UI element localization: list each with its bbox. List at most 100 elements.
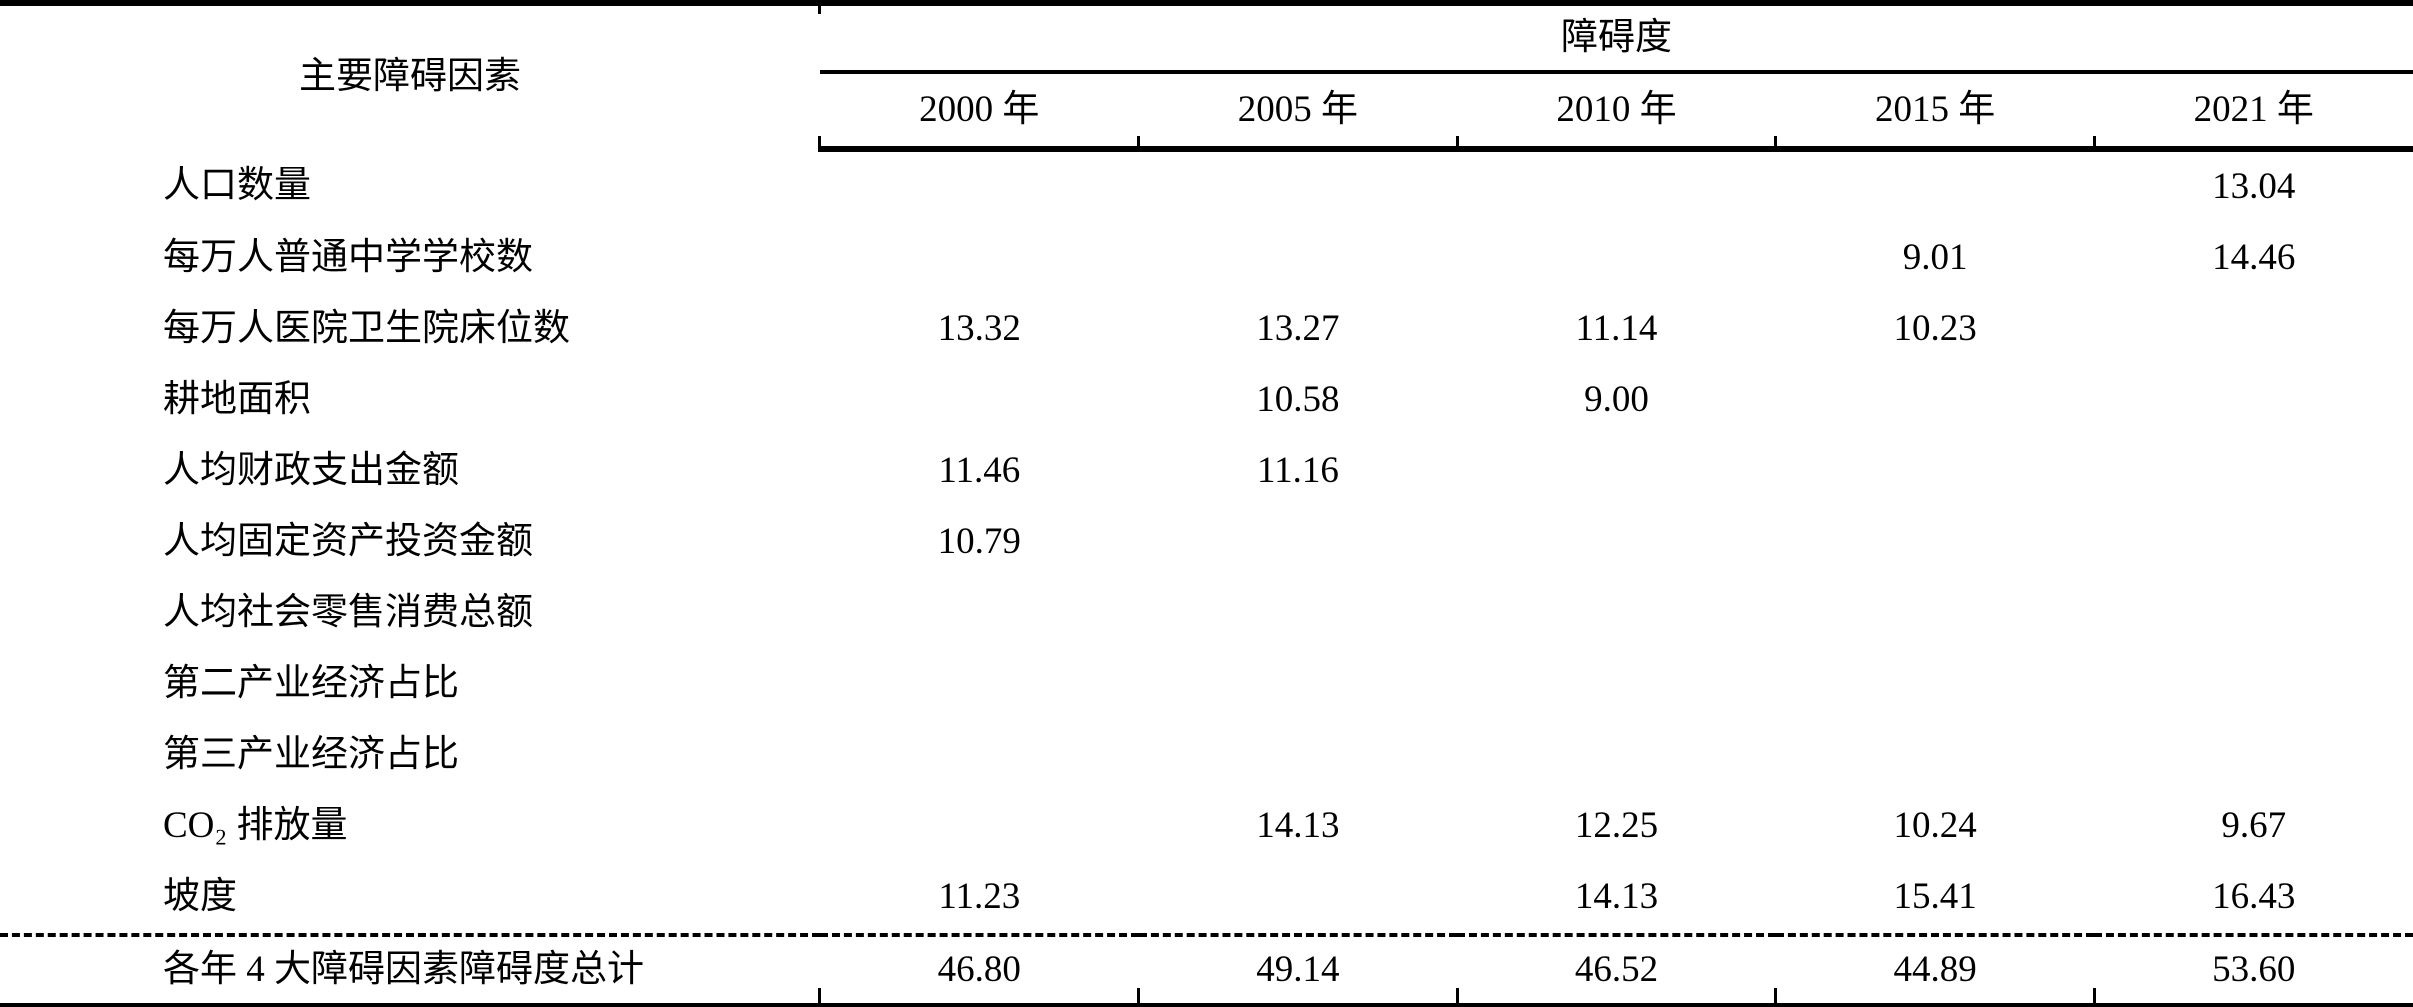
value-cell: 14.13 <box>1256 805 1340 847</box>
value-cell: 13.27 <box>1256 308 1340 350</box>
value-cell: 11.14 <box>1575 308 1658 350</box>
value-cell <box>820 649 1139 720</box>
value-cell <box>820 791 1139 862</box>
row-label: 第三产业经济占比 <box>163 734 459 776</box>
border-tick <box>2093 988 2096 1004</box>
year-header-2021: 2021 年 <box>2094 72 2413 152</box>
value-cell <box>1776 149 2095 223</box>
value-cell <box>820 223 1139 294</box>
row-label: 人均固定资产投资金额 <box>163 521 533 563</box>
total-row-label: 各年 4 大障碍因素障碍度总计 <box>0 933 820 1007</box>
row-label: 人均财政支出金额 <box>163 450 459 492</box>
border-tick <box>1456 988 1459 1004</box>
border-tick <box>1774 136 1777 152</box>
value-cell <box>1776 507 2095 578</box>
value-cell <box>1776 649 2095 720</box>
year-header-2015: 2015 年 <box>1775 72 2095 152</box>
border-tick <box>2093 136 2096 152</box>
border-tick <box>818 988 821 1004</box>
value-cell: 10.24 <box>1893 805 1977 847</box>
row-label: 每万人普通中学学校数 <box>163 237 533 279</box>
total-value-cell: 49.14 <box>1138 933 1458 1007</box>
border-tick <box>1456 136 1459 152</box>
value-cell <box>2094 720 2413 791</box>
obstacle-degree-group-header: 障碍度 <box>820 0 2413 74</box>
value-cell <box>1457 436 1776 507</box>
value-cell <box>2094 649 2413 720</box>
value-cell: 12.25 <box>1574 805 1659 847</box>
value-cell <box>1139 223 1458 294</box>
table-row: 人口数量 13.04 <box>0 149 2413 223</box>
value-cell: 9.67 <box>2221 805 2287 847</box>
value-cell <box>1457 720 1776 791</box>
value-cell: 11.23 <box>938 876 1021 918</box>
main-factor-column-header: 主要障碍因素 <box>0 0 820 149</box>
table-row: 人均财政支出金额 11.46 11.16 <box>0 436 2413 507</box>
value-cell <box>2094 507 2413 578</box>
total-value-cell: 46.52 <box>1457 933 1776 1007</box>
value-cell <box>1457 149 1776 223</box>
year-header-2005: 2005 年 <box>1138 72 1458 152</box>
border-tick <box>1137 988 1140 1004</box>
border-tick <box>1774 988 1777 1004</box>
value-cell <box>1139 862 1458 935</box>
table-row: 耕地面积 10.58 9.00 <box>0 365 2413 436</box>
year-header-2000: 2000 年 <box>820 72 1139 152</box>
value-cell: 15.41 <box>1893 876 1977 918</box>
value-cell: 10.58 <box>1256 379 1340 421</box>
border-tick <box>1137 136 1140 152</box>
value-cell <box>1457 223 1776 294</box>
table-row: 第二产业经济占比 <box>0 649 2413 720</box>
value-cell <box>2094 294 2413 365</box>
value-cell <box>2094 365 2413 436</box>
value-cell: 9.00 <box>1584 379 1649 421</box>
total-value-cell: 44.89 <box>1775 933 2095 1007</box>
total-value-cell: 53.60 <box>2094 933 2413 1007</box>
value-cell <box>2094 578 2413 649</box>
value-cell <box>1139 649 1458 720</box>
value-cell <box>1139 720 1458 791</box>
table-row: 人均社会零售消费总额 <box>0 578 2413 649</box>
value-cell <box>1776 365 2095 436</box>
value-cell: 11.16 <box>1256 450 1339 492</box>
border-tick <box>818 0 821 14</box>
value-cell <box>1776 578 2095 649</box>
row-label: 每万人医院卫生院床位数 <box>163 308 570 350</box>
table-row: CO₂ 排放量 14.13 12.25 10.24 9.67 <box>0 791 2413 862</box>
table-row: 第三产业经济占比 <box>0 720 2413 791</box>
value-cell <box>1139 149 1458 223</box>
row-label: 人口数量 <box>163 164 311 206</box>
row-label: 人均社会零售消费总额 <box>163 592 533 634</box>
value-cell <box>1139 507 1458 578</box>
value-cell <box>820 720 1139 791</box>
border-tick <box>818 136 821 152</box>
value-cell: 13.04 <box>2212 166 2296 208</box>
value-cell: 11.46 <box>938 450 1021 492</box>
value-cell: 10.23 <box>1893 308 1977 350</box>
year-header-2010: 2010 年 <box>1457 72 1776 152</box>
value-cell <box>1457 649 1776 720</box>
value-cell <box>1457 507 1776 578</box>
table-row: 每万人医院卫生院床位数 13.32 13.27 11.14 10.23 <box>0 294 2413 365</box>
table-row: 每万人普通中学学校数 9.01 14.46 <box>0 223 2413 294</box>
value-cell: 10.79 <box>937 521 1021 563</box>
value-cell <box>1139 578 1458 649</box>
row-label: CO₂ 排放量 <box>163 805 348 847</box>
value-cell: 14.13 <box>1574 876 1659 918</box>
value-cell <box>2094 436 2413 507</box>
value-cell: 13.32 <box>937 308 1021 350</box>
total-row: 各年 4 大障碍因素障碍度总计 46.80 49.14 46.52 44.89 … <box>0 933 2413 1007</box>
value-cell <box>820 149 1139 223</box>
total-value-cell: 46.80 <box>820 933 1139 1007</box>
value-cell: 14.46 <box>2212 237 2296 279</box>
value-cell: 16.43 <box>2212 876 2296 918</box>
header-row-group: 主要障碍因素 障碍度 <box>0 0 2413 149</box>
table-row: 坡度 11.23 14.13 15.41 16.43 <box>0 862 2413 935</box>
value-cell <box>820 365 1139 436</box>
table-row: 人均固定资产投资金额 10.79 <box>0 507 2413 578</box>
row-label: 坡度 <box>163 876 237 918</box>
row-label: 耕地面积 <box>163 379 311 421</box>
value-cell <box>1776 720 2095 791</box>
header-row-years: 2000 年 2005 年 2010 年 2015 年 2021 年 <box>0 72 2413 152</box>
